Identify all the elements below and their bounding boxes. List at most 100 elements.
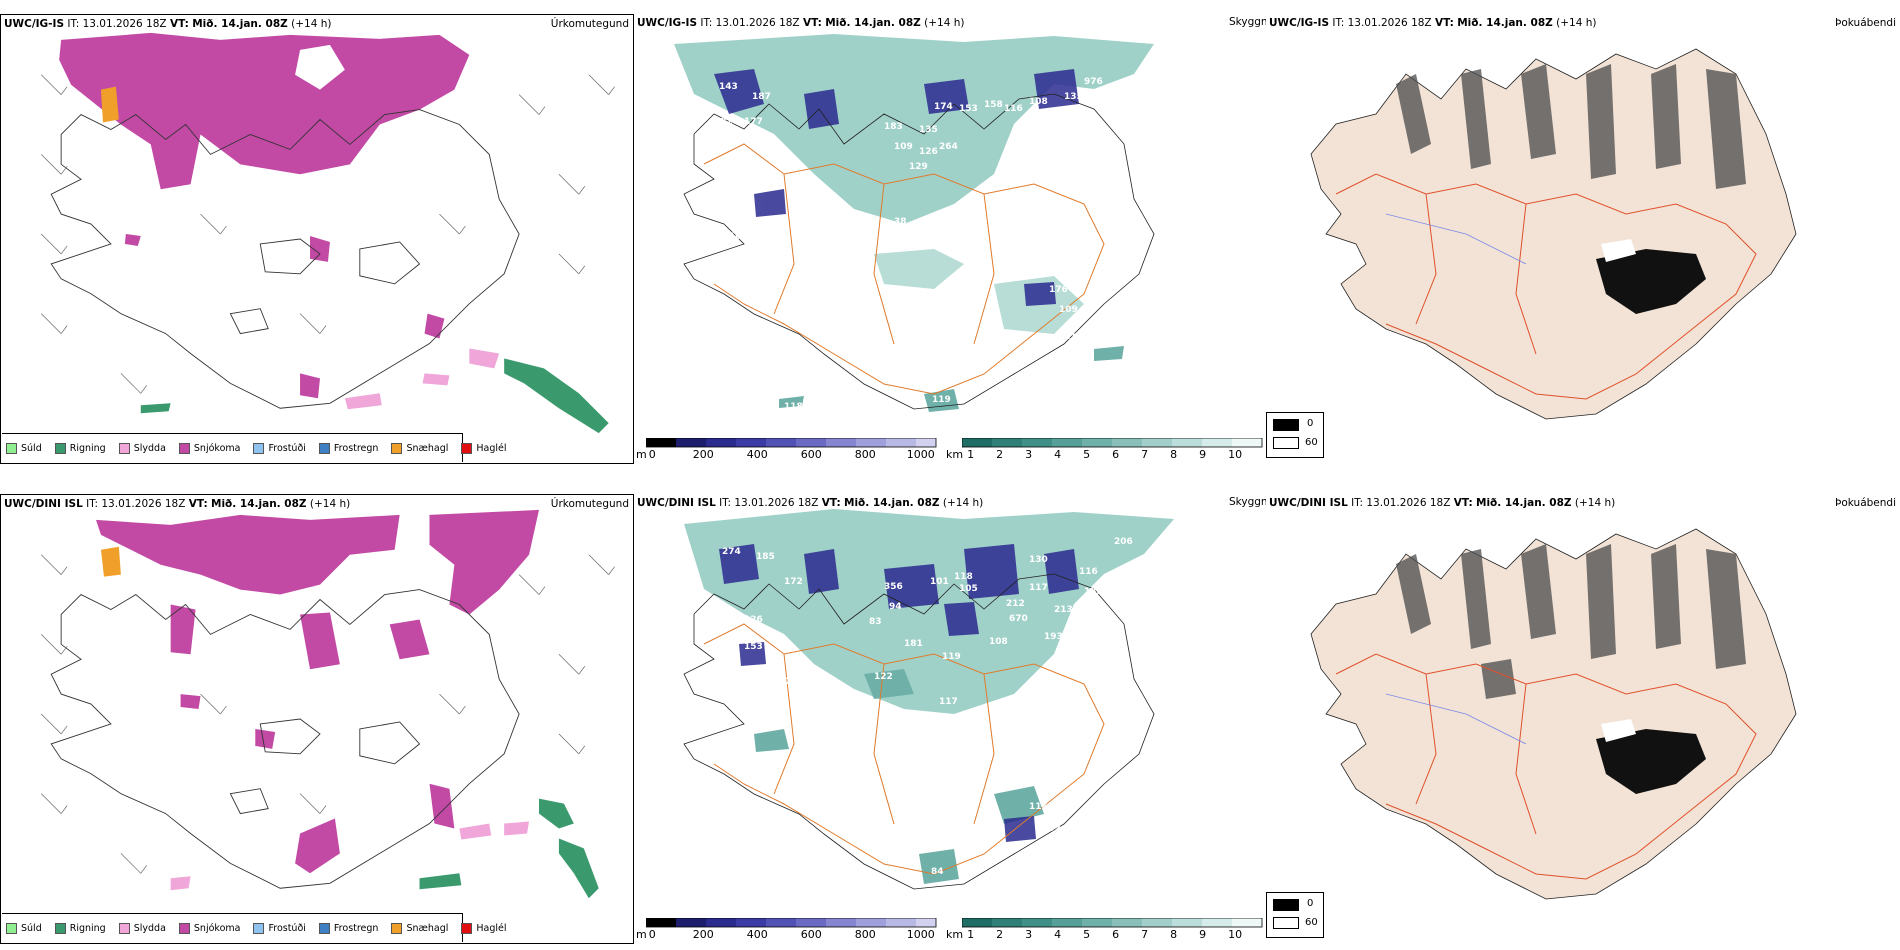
cb-label: 129 [909,162,928,172]
panel-product-label: Skyggni [1229,496,1266,508]
legend-item-sleet: Slydda [118,922,166,934]
cb-label: 185 [756,552,775,562]
panel-product-label: Skyggni [1229,16,1266,28]
fog-indicator-panel-2: UWC/DINI ISL IT: 13.01.2026 18Z VT: Mið.… [1266,494,1900,944]
legend-item-snow-pellets: Snæhagl [391,922,448,934]
cb-label: 670 [1009,614,1028,624]
cb-label: 118 [954,572,973,582]
panel-title: UWC/DINI ISL IT: 13.01.2026 18Z VT: Mið.… [637,497,984,509]
cb-label: 122 [874,672,893,682]
cb-label: 135 [1064,92,1083,102]
cb-label: 314 [954,242,973,252]
cb-label: 158 [984,100,1003,110]
cb-label: 117 [939,697,958,707]
precip-map [40,509,615,899]
cb-label: 174 [934,102,953,112]
cb-label: 82 [779,677,792,687]
cb-label: 177 [744,117,763,127]
panel-product-label: Þokuábendi [1835,17,1896,29]
cb-label: 102 [1042,824,1061,834]
legend-item-drizzle: Súld [6,922,42,934]
visibility-colorbar [962,918,1263,928]
cb-label: 148 [1014,132,1033,142]
panel-product-label: Úrkomutegund [550,498,629,510]
cb-label: 183 [884,122,903,132]
cb-label: 116 [1079,567,1098,577]
cloud-base-scale-2: m 0 200 400 600 800 1000 [636,918,937,948]
fog-legend-2: 0 60 [1266,892,1324,938]
coastline [683,573,1155,890]
cloud-base-colorbar [646,438,937,448]
visibility-map: 143 187 282 177 183 135 174 153 158 116 … [674,34,1155,412]
visibility-panel-1: UWC/IG-IS IT: 13.01.2026 18Z VT: Mið. 14… [634,14,1266,464]
cb-label: 282 [714,117,733,127]
cb-label: 193 [1044,632,1063,642]
legend-item-freezing-drizzle: Frostúði [253,922,306,934]
cloud-base-numbers: 143 187 282 177 183 135 174 153 158 116 … [714,77,1113,412]
legend-item-freezing-rain: Frostregn [318,442,378,454]
coastline [50,109,520,409]
cb-label: 101 [930,577,949,587]
legend-item-sleet: Slydda [118,442,166,454]
cb-label: 213 [1054,605,1073,615]
cb-label: 261 [1029,117,1048,127]
cb-label: 212 [1006,599,1025,609]
legend-item-snow: Snjókoma [178,442,240,454]
cb-label: 153 [959,104,978,114]
cb-label: 686 [896,242,915,252]
cb-label: 118 [784,402,803,412]
cb-label: 126 [919,147,938,157]
fog-indicator-panel-1: UWC/IG-IS IT: 13.01.2026 18Z VT: Mið. 14… [1266,14,1900,464]
cb-label: 84 [931,867,944,877]
visibility-colorbar [962,438,1263,448]
legend-item-freezing-drizzle: Frostúði [253,442,306,454]
fog-legend-1: 0 60 [1266,412,1324,458]
cb-label: 670 [1089,142,1108,152]
coastline [683,93,1155,410]
cb-label: 32 [814,227,827,237]
sleet-areas [344,348,500,410]
cloud-base-numbers: 274 185 172 356 101 118 130 206 116 94 1… [722,537,1133,877]
panel-title: UWC/IG-IS IT: 13.01.2026 18Z VT: Mið. 14… [637,17,965,29]
road-network [1335,653,1757,880]
cb-label: 264 [939,142,958,152]
cb-label: 108 [1029,97,1048,107]
cloud-base-scale-1: m 0 200 400 600 800 1000 [636,438,937,468]
cb-label: 356 [884,582,903,592]
precip-type-panel-2: UWC/DINI ISL IT: 13.01.2026 18Z VT: Mið.… [0,494,634,944]
cb-label: 176 [1049,285,1068,295]
rain-areas [140,358,609,434]
precip-map [40,32,615,434]
panel-product-label: Þokuábendi [1835,497,1896,509]
cb-label: 101 [729,232,748,242]
cb-label: 94 [889,602,902,612]
low-cloud-patches [719,544,1079,842]
cb-label: 181 [904,639,923,649]
cb-label: 153 [744,642,763,652]
legend-item-freezing-rain: Frostregn [318,922,378,934]
fog-map [1310,528,1797,900]
fog-map [1310,48,1797,420]
coastline [50,589,520,889]
cb-label: 109 [894,142,913,152]
cb-label: 115 [1064,332,1083,342]
cb-label: 98 [759,175,772,185]
cb-label: 126 [744,615,763,625]
cb-label: 130 [1029,555,1048,565]
legend-item-hail: Haglél [461,922,507,934]
panel-product-label: Úrkomutegund [550,18,629,30]
visibility-map: 274 185 172 356 101 118 130 206 116 94 1… [683,509,1174,890]
panel-title: UWC/IG-IS IT: 13.01.2026 18Z VT: Mið. 14… [1269,17,1597,29]
cb-label: 237 [1079,127,1098,137]
precip-type-legend: Súld Rigning Slydda Snjókoma Frostúði Fr… [2,913,507,942]
cb-label: 89 [1099,632,1112,642]
cb-label: 172 [784,577,803,587]
precip-type-legend: Súld Rigning Slydda Snjókoma Frostúði Fr… [2,433,507,462]
cb-label: 143 [719,82,738,92]
sleet-areas [170,821,530,891]
legend-item-snow: Snjókoma [178,922,240,934]
snow-areas [59,32,470,399]
cb-label: 187 [752,92,771,102]
visibility-panel-2: UWC/DINI ISL IT: 13.01.2026 18Z VT: Mið.… [634,494,1266,944]
cb-label: 38 [894,217,907,227]
